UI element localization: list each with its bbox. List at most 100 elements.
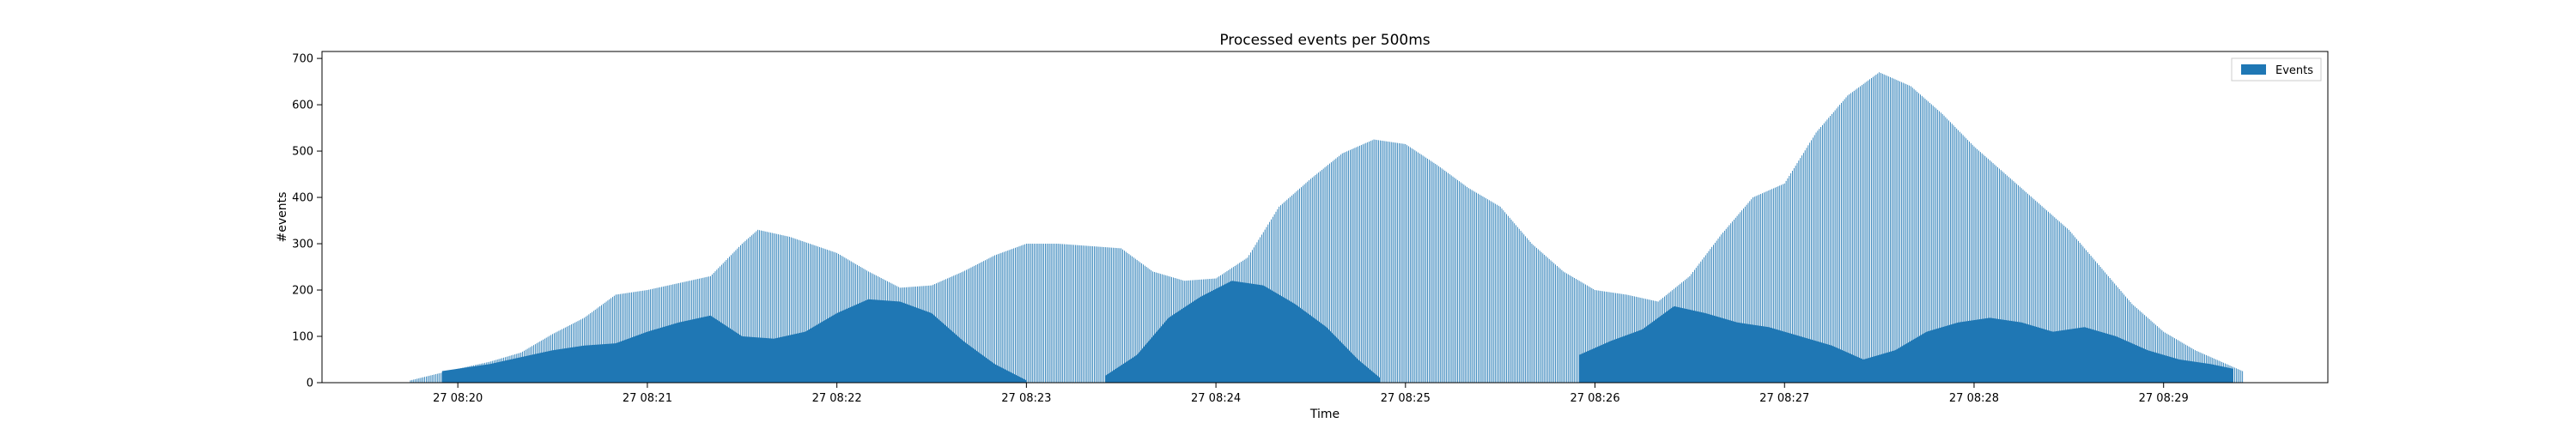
bar bbox=[1589, 287, 1591, 383]
bar bbox=[760, 230, 762, 383]
bar bbox=[1484, 197, 1485, 383]
bar bbox=[1812, 137, 1814, 383]
bar bbox=[1083, 245, 1084, 383]
bar bbox=[1048, 244, 1049, 383]
bar bbox=[1930, 104, 1932, 383]
bar bbox=[1953, 125, 1954, 384]
bar bbox=[2041, 206, 2043, 383]
bar bbox=[976, 263, 978, 383]
bar bbox=[1375, 139, 1376, 383]
bar bbox=[1523, 234, 1525, 383]
bar bbox=[1607, 292, 1608, 383]
bar bbox=[1951, 124, 1953, 383]
bar bbox=[1561, 269, 1563, 383]
bar bbox=[1929, 102, 1930, 384]
bar bbox=[975, 264, 976, 383]
bar bbox=[2129, 302, 2131, 383]
bar bbox=[1427, 158, 1428, 384]
bar bbox=[1528, 239, 1529, 383]
bar bbox=[1016, 247, 1018, 383]
bar bbox=[1548, 258, 1550, 383]
bar bbox=[1913, 88, 1915, 383]
bar bbox=[1593, 288, 1595, 383]
bar bbox=[2234, 367, 2235, 383]
bar bbox=[1558, 267, 1559, 383]
bar bbox=[1518, 228, 1520, 383]
bar bbox=[2082, 246, 2084, 383]
bar bbox=[2058, 221, 2060, 383]
bar bbox=[1122, 249, 1123, 383]
bar bbox=[2060, 222, 2062, 383]
bar bbox=[601, 305, 602, 383]
bar bbox=[820, 247, 822, 383]
bar bbox=[1313, 176, 1315, 383]
bar bbox=[1941, 113, 1943, 383]
bar bbox=[1018, 246, 1019, 383]
bar bbox=[1010, 249, 1012, 383]
bar bbox=[411, 379, 413, 383]
bar bbox=[809, 244, 811, 383]
bar bbox=[1051, 244, 1053, 383]
bar bbox=[1804, 150, 1806, 383]
bar bbox=[748, 238, 750, 383]
bar bbox=[2237, 369, 2239, 383]
bar bbox=[1046, 244, 1048, 383]
bar bbox=[1066, 244, 1068, 383]
bar bbox=[1307, 181, 1309, 383]
bar bbox=[1544, 255, 1546, 383]
bar bbox=[773, 233, 775, 383]
bar bbox=[1977, 148, 1978, 383]
bar bbox=[953, 275, 955, 383]
bar bbox=[1583, 283, 1585, 383]
bar bbox=[744, 240, 746, 383]
bar bbox=[1008, 250, 1010, 383]
bar bbox=[1117, 248, 1119, 383]
bar bbox=[1939, 111, 1940, 383]
bar bbox=[1874, 76, 1875, 383]
bar bbox=[1907, 84, 1909, 384]
bar bbox=[1527, 238, 1528, 383]
bar bbox=[1577, 280, 1578, 383]
bar bbox=[996, 254, 997, 383]
bar bbox=[729, 257, 730, 383]
bar bbox=[1881, 73, 1883, 383]
bar bbox=[605, 301, 607, 383]
bar bbox=[1879, 72, 1880, 383]
bar bbox=[1370, 141, 1371, 383]
bar bbox=[735, 250, 737, 383]
bar bbox=[1602, 291, 1604, 383]
bar bbox=[1297, 190, 1299, 383]
bar bbox=[1830, 116, 1832, 384]
bar bbox=[1149, 269, 1151, 383]
bar bbox=[985, 260, 986, 383]
bar bbox=[1474, 191, 1476, 383]
bar bbox=[964, 270, 966, 383]
bar bbox=[1828, 118, 1830, 383]
bar bbox=[1408, 146, 1409, 383]
bar bbox=[1883, 74, 1885, 383]
bar bbox=[1465, 185, 1467, 383]
bar bbox=[1064, 244, 1065, 383]
x-tick-label: 27 08:23 bbox=[1001, 392, 1051, 405]
bar bbox=[1862, 83, 1864, 383]
bar bbox=[1104, 247, 1106, 383]
bar bbox=[1871, 78, 1872, 383]
bar bbox=[435, 374, 436, 383]
bar bbox=[780, 234, 781, 383]
bar bbox=[1905, 84, 1907, 383]
bar bbox=[1478, 193, 1479, 383]
bar bbox=[1751, 199, 1753, 383]
bar bbox=[2093, 259, 2095, 383]
bar bbox=[961, 272, 963, 383]
bar bbox=[767, 232, 769, 383]
bar bbox=[1945, 117, 1947, 383]
bar bbox=[955, 275, 956, 383]
bar bbox=[1376, 140, 1378, 384]
bar bbox=[967, 269, 969, 383]
bar bbox=[741, 244, 743, 383]
bar bbox=[1960, 133, 1962, 383]
bar bbox=[1555, 264, 1556, 383]
y-tick-label: 200 bbox=[292, 285, 313, 298]
bar bbox=[1506, 214, 1507, 383]
bar bbox=[2087, 251, 2088, 383]
